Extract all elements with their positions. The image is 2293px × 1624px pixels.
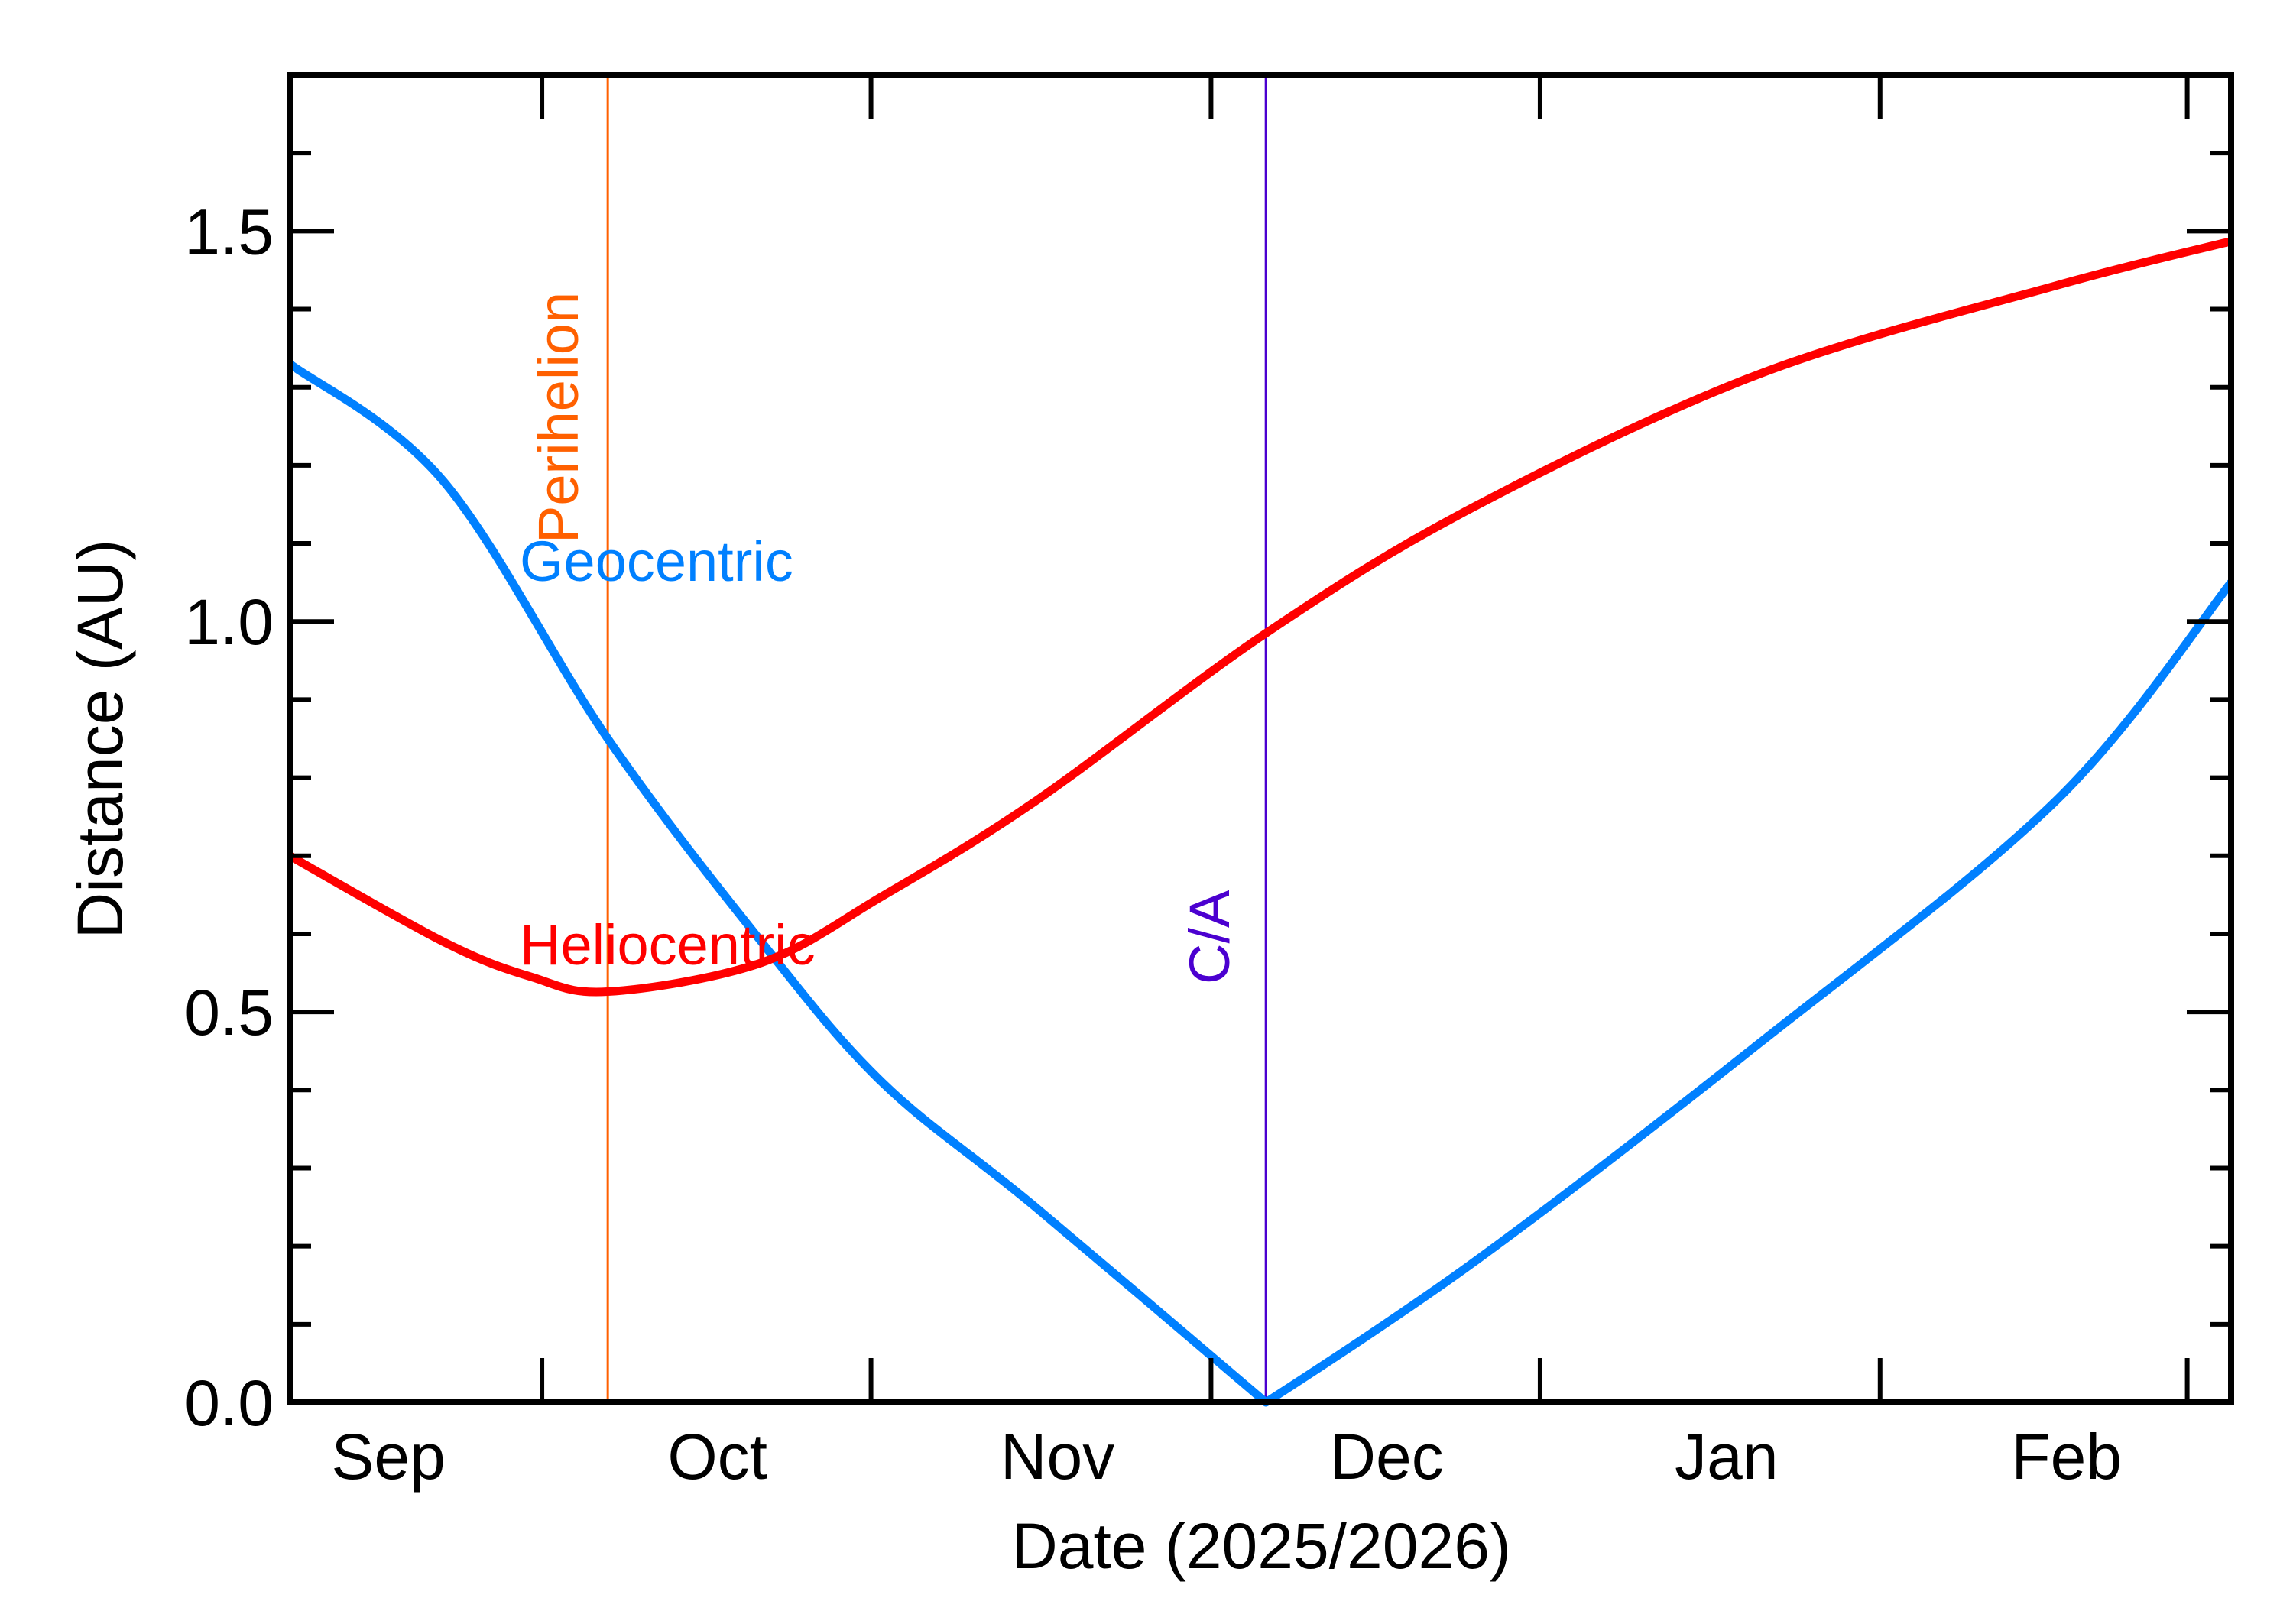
y-axis-title: Distance (AU) — [64, 540, 136, 939]
x-tick-label: Oct — [667, 1421, 767, 1493]
x-tick-label: Nov — [1001, 1421, 1114, 1493]
y-tick-label: 0.0 — [184, 1367, 274, 1439]
vertical-markers — [606, 75, 1267, 1402]
geocentric-label: Geocentric — [520, 530, 793, 593]
y-tick-label: 0.5 — [184, 977, 274, 1049]
x-tick-label: Jan — [1675, 1421, 1778, 1493]
axis-ticks — [290, 73, 2231, 1405]
perihelion-label: Perihelion — [527, 292, 590, 543]
x-axis-title: Date (2025/2026) — [1011, 1510, 1511, 1582]
x-tick-label: Dec — [1329, 1421, 1443, 1493]
x-tick-label: Sep — [331, 1421, 445, 1493]
tick-labels: Sep Oct Nov Dec Jan Feb 0.0 0.5 1.0 1.5 — [184, 196, 2122, 1493]
ca-label: C/A — [1178, 890, 1241, 984]
heliocentric-label: Heliocentric — [520, 913, 816, 977]
y-tick-label: 1.0 — [184, 586, 274, 658]
plot-frame — [287, 72, 2234, 1405]
geocentric-line — [287, 360, 2235, 1407]
y-tick-label: 1.5 — [184, 196, 274, 267]
series-lines — [287, 237, 2235, 1407]
heliocentric-line — [287, 237, 2233, 997]
x-tick-label: Feb — [2011, 1421, 2122, 1493]
